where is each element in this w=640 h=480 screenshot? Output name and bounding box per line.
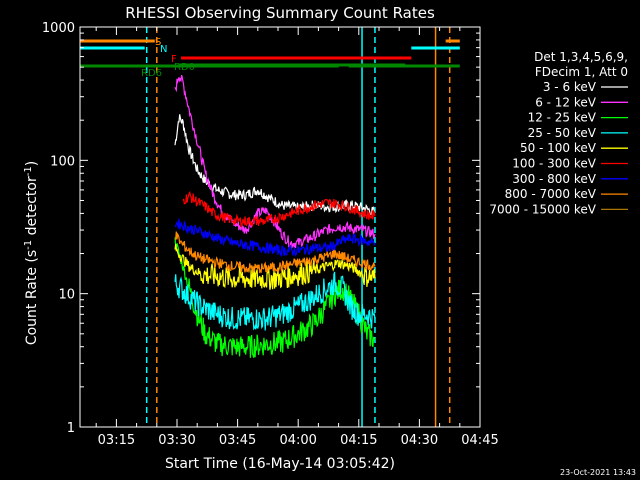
series-line-4: [174, 244, 376, 290]
plot-frame: [79, 26, 481, 428]
x-axis-label: Start Time (16-May-14 03:05:42): [165, 456, 395, 472]
series-line-3: [174, 271, 376, 331]
flag-label-n: N: [160, 44, 167, 55]
x-tick-label: 03:15: [98, 433, 135, 448]
legend-label: 100 - 300 keV: [512, 157, 596, 171]
y-axis-label: Count Rate (s-1 detector-1): [23, 161, 40, 345]
x-tick-label: 03:30: [158, 433, 195, 448]
series-line-5: [182, 190, 376, 229]
series-line-2: [174, 237, 376, 358]
legend: Det 1,3,4,5,6,9, FDecim 1, Att 0 3 - 6 k…: [489, 50, 628, 216]
flag-label-rd0: RD0: [174, 62, 195, 73]
axes: 03:15 03:30 03:45 04:00 04:15 04:30 04:45 1 10 10…: [42, 21, 499, 448]
chart-title: RHESSI Observing Summary Count Rates: [125, 4, 435, 22]
legend-label: 12 - 25 keV: [528, 111, 597, 125]
timestamp: 23-Oct-2021 13:43: [560, 468, 636, 477]
y-tick-label: 100: [50, 154, 75, 169]
x-tick-label: 03:45: [219, 433, 256, 448]
series-line-7: [174, 231, 376, 274]
legend-header-2: FDecim 1, Att 0: [535, 65, 628, 79]
x-tick-label: 04:15: [340, 433, 377, 448]
series-line-6: [174, 218, 376, 258]
flag-label-f: F: [171, 54, 177, 65]
flag-label-s: S: [155, 37, 161, 48]
legend-label: 300 - 800 keV: [512, 172, 596, 186]
y-tick-label: 1: [67, 421, 75, 436]
legend-label: 6 - 12 keV: [535, 95, 597, 109]
y-tick-label: 1000: [42, 21, 75, 36]
legend-label: 7000 - 15000 keV: [489, 202, 596, 216]
legend-label: 50 - 100 keV: [520, 141, 597, 155]
flag-label-rd6: RD6: [141, 68, 162, 79]
series-line-0: [174, 114, 376, 216]
legend-label: 25 - 50 keV: [528, 126, 597, 140]
legend-label: 3 - 6 keV: [543, 80, 597, 94]
x-tick-label: 04:00: [279, 433, 316, 448]
y-tick-label: 10: [58, 288, 75, 303]
legend-header-1: Det 1,3,4,5,6,9,: [534, 50, 628, 64]
x-tick-label: 04:30: [401, 433, 438, 448]
x-tick-label: 04:45: [461, 433, 498, 448]
legend-label: 800 - 7000 keV: [505, 187, 597, 201]
